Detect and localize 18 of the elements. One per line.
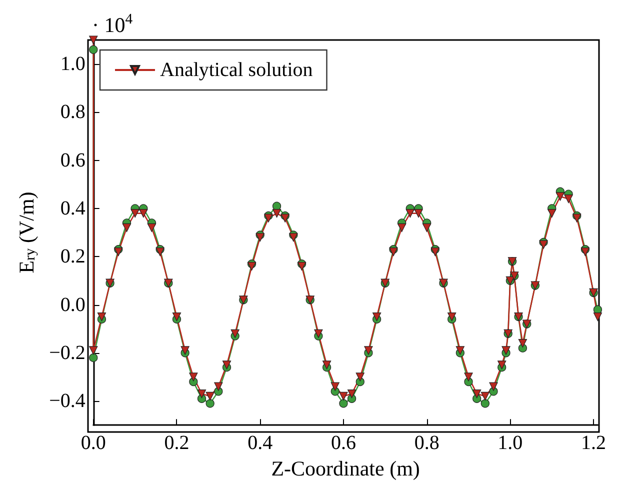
x-tick-label: 0.8 xyxy=(414,432,440,454)
y-tick-label: −0.2 xyxy=(49,342,86,364)
y-tick-label: 0.2 xyxy=(60,246,86,268)
x-tick-label: 0.6 xyxy=(330,432,356,454)
x-tick-label: 0.2 xyxy=(164,432,190,454)
legend-label: Analytical solution xyxy=(160,59,313,81)
y-tick-label: 0.4 xyxy=(60,197,86,220)
y-tick-label: 0.6 xyxy=(60,149,86,172)
x-tick-label: 1.0 xyxy=(498,432,523,454)
y-axis-title: Ery (V/m) xyxy=(14,192,39,274)
x-axis-title: Z-Coordinate (m) xyxy=(271,456,420,480)
y-tick-label: 0.8 xyxy=(60,101,86,124)
x-tick-label: 1.2 xyxy=(581,432,606,454)
y-tick-label: −0.4 xyxy=(49,390,86,412)
y-tick-label: 1.0 xyxy=(60,53,86,76)
x-tick-label: 0.0 xyxy=(80,432,106,454)
x-tick-label: 0.4 xyxy=(248,432,273,454)
y-tick-label: 0.0 xyxy=(60,294,86,316)
